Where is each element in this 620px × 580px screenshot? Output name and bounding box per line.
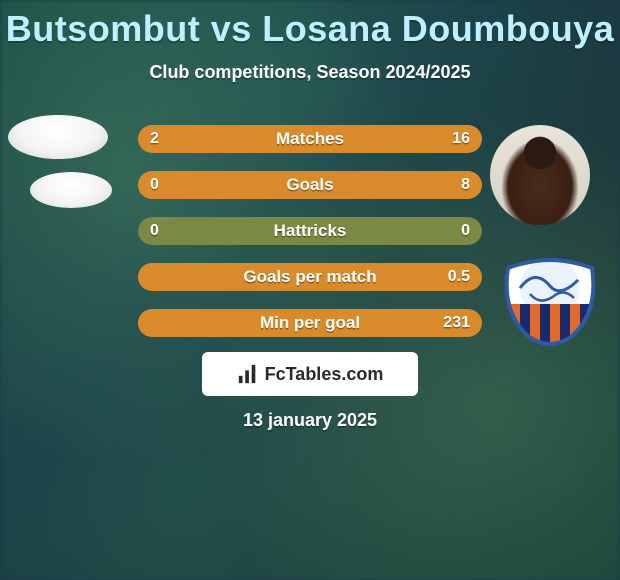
player-right-club-badge bbox=[500, 258, 600, 346]
content: Butsombut vs Losana Doumbouya Club compe… bbox=[0, 0, 620, 580]
stat-metric-label: Matches bbox=[138, 125, 482, 153]
stat-metric-label: Goals bbox=[138, 171, 482, 199]
stats-panel: 216Matches 08Goals 00Hattricks 0.5Goals per… bbox=[138, 125, 482, 355]
player-left-avatar bbox=[8, 115, 108, 159]
stat-row: 216Matches bbox=[138, 125, 482, 153]
stat-row: 0.5Goals per match bbox=[138, 263, 482, 291]
stat-metric-label: Min per goal bbox=[138, 309, 482, 337]
stat-metric-label: Hattricks bbox=[138, 217, 482, 245]
stat-row: 00Hattricks bbox=[138, 217, 482, 245]
stat-row: 08Goals bbox=[138, 171, 482, 199]
stat-metric-label: Goals per match bbox=[138, 263, 482, 291]
club-badge-icon bbox=[500, 258, 600, 346]
bar-chart-icon bbox=[237, 363, 259, 385]
player-left-club-badge bbox=[30, 172, 112, 208]
snapshot-date: 13 january 2025 bbox=[0, 410, 620, 431]
comparison-card: Butsombut vs Losana Doumbouya Club compe… bbox=[0, 0, 620, 580]
page-title: Butsombut vs Losana Doumbouya bbox=[0, 0, 620, 50]
fctables-label: FcTables.com bbox=[265, 364, 384, 385]
fctables-watermark: FcTables.com bbox=[202, 352, 418, 396]
subtitle: Club competitions, Season 2024/2025 bbox=[0, 62, 620, 83]
player-right-avatar bbox=[490, 125, 590, 225]
stat-row: 231Min per goal bbox=[138, 309, 482, 337]
